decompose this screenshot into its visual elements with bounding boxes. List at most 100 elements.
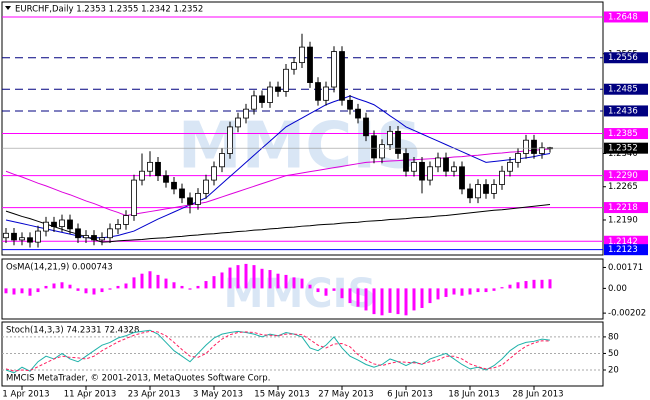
candle-body xyxy=(11,232,17,241)
moving-average xyxy=(5,148,551,217)
candle-body xyxy=(283,68,289,92)
osma-bar xyxy=(140,273,144,289)
osma-bar xyxy=(396,288,400,315)
candle-body xyxy=(251,95,257,110)
y-tick-label: 80 xyxy=(608,332,619,342)
osma-bar xyxy=(100,288,104,293)
last-price-bg xyxy=(604,142,648,154)
osma-bar xyxy=(180,285,184,289)
osma-bar xyxy=(492,288,496,291)
osma-bar xyxy=(36,288,40,293)
osma-bar xyxy=(324,288,328,296)
candle-body xyxy=(259,95,265,103)
level-label-bg xyxy=(604,11,648,23)
candle-body xyxy=(299,46,305,64)
osma-label: OsMA(14,21,9) 0.000743 xyxy=(6,263,113,273)
candle-body xyxy=(531,139,537,154)
osma-bar xyxy=(356,288,360,307)
x-tick-label: 28 Jun 2013 xyxy=(512,390,563,400)
candle-body xyxy=(387,130,393,146)
candle-body xyxy=(323,86,329,101)
footer: MMCIS MetaTrader, © 2001-2013, MetaQuote… xyxy=(6,374,270,384)
level-label: 1.2385 xyxy=(608,129,638,139)
candle-body xyxy=(427,166,433,181)
osma-bar xyxy=(236,265,240,289)
candle-body xyxy=(43,221,49,232)
x-tick-label: 15 May 2013 xyxy=(254,390,309,400)
candle-body xyxy=(483,184,489,194)
candle-body xyxy=(467,188,473,199)
x-tick-label: 1 Apr 2013 xyxy=(2,390,49,400)
candle-body xyxy=(539,147,545,154)
osma-bar xyxy=(76,288,80,291)
osma-bar xyxy=(52,283,56,289)
osma-bar xyxy=(4,288,8,294)
osma-bar xyxy=(292,277,296,289)
candle-body xyxy=(379,144,385,159)
candle-body xyxy=(219,153,225,168)
osma-bar xyxy=(108,288,112,290)
osma-bar xyxy=(204,281,208,289)
candle-body xyxy=(179,188,185,199)
candle-body xyxy=(227,126,233,154)
osma-bar xyxy=(540,279,544,289)
candle-body xyxy=(411,161,417,172)
menu-icon xyxy=(5,6,11,10)
osma-bar xyxy=(276,273,280,289)
level-label-bg xyxy=(604,105,648,117)
candle-body xyxy=(131,179,137,216)
osma-bar xyxy=(524,281,528,289)
osma-bar xyxy=(68,284,72,289)
osma-bar xyxy=(220,272,224,289)
candle-body xyxy=(491,184,497,194)
main-panel xyxy=(1,1,604,256)
candle-body xyxy=(315,82,321,101)
osma-bar xyxy=(156,274,160,289)
y-tick-label: 1.2265 xyxy=(608,182,638,192)
candle-body xyxy=(171,181,177,190)
level-label-bg xyxy=(604,202,648,214)
candle-body xyxy=(243,108,249,119)
candle-body xyxy=(451,166,457,172)
osma-bar xyxy=(516,282,520,289)
candle-body xyxy=(83,235,89,239)
osma-bar xyxy=(452,288,456,295)
osma-panel xyxy=(1,258,604,320)
candle-body xyxy=(507,161,513,172)
last-price-label: 1.2352 xyxy=(608,144,638,154)
osma-bar xyxy=(28,288,32,296)
level-label-bg xyxy=(604,170,648,182)
candle-body xyxy=(155,161,161,177)
osma-bar xyxy=(500,287,504,289)
level-label: 1.2436 xyxy=(608,106,638,116)
osma-bar xyxy=(372,288,376,315)
osma-bar xyxy=(188,288,192,290)
x-tick-label: 3 May 2013 xyxy=(193,390,243,400)
osma-bar xyxy=(412,288,416,311)
candle-body xyxy=(371,135,377,159)
candle-body xyxy=(275,86,281,92)
candle-body xyxy=(523,139,529,154)
x-tick-label: 23 Apr 2013 xyxy=(128,390,181,400)
candle-body xyxy=(3,232,9,239)
osma-bar xyxy=(244,263,248,289)
osma-bar xyxy=(252,265,256,289)
level-label: 1.2648 xyxy=(608,12,638,22)
candle-body xyxy=(355,108,361,119)
osma-bar xyxy=(380,288,384,316)
osma-bar xyxy=(92,288,96,295)
osma-bar xyxy=(348,288,352,304)
candle-body xyxy=(99,237,105,241)
level-label: 1.2556 xyxy=(608,53,638,63)
osma-bar xyxy=(172,282,176,289)
osma-bar xyxy=(316,288,320,293)
candle-body xyxy=(35,230,41,243)
y-tick-label: 50 xyxy=(608,349,619,359)
level-label-bg xyxy=(604,235,648,247)
candle-body xyxy=(515,153,521,163)
y-tick-label: 20 xyxy=(608,366,619,376)
osma-bar xyxy=(300,278,304,289)
osma-bar xyxy=(548,279,552,289)
